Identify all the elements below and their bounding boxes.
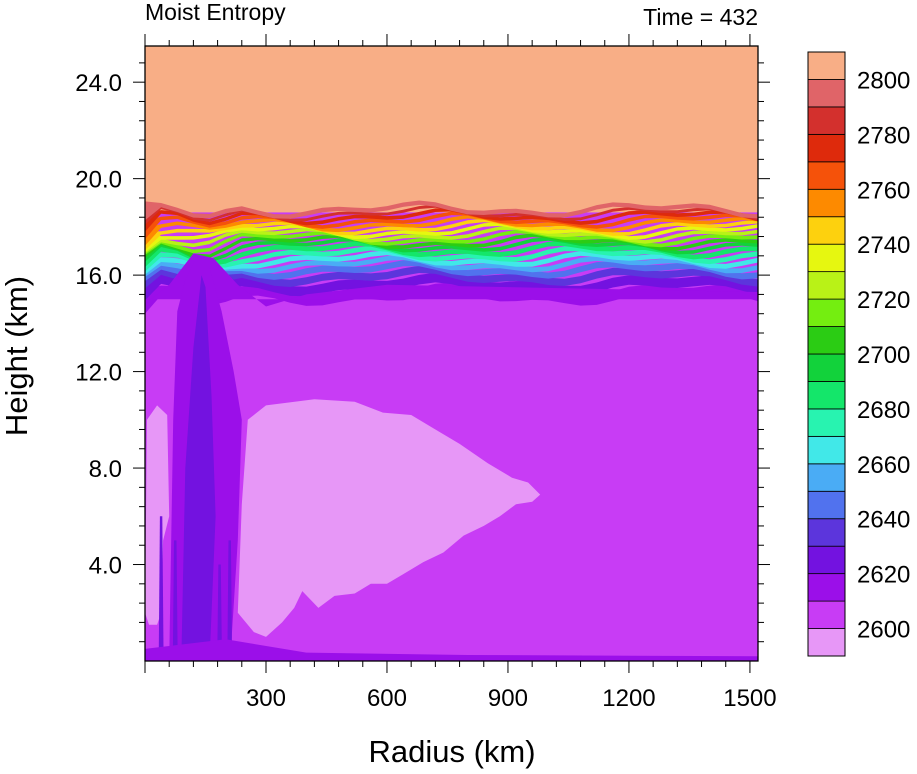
plot-area bbox=[145, 46, 758, 661]
region-band-2670 bbox=[145, 250, 758, 275]
region-streak-0 bbox=[158, 516, 164, 661]
colorbar: 2600 2620 2640 2660 2680 2700 2720 2740 2760 2780… bbox=[807, 51, 910, 657]
y-tick-label: 4.0 bbox=[89, 553, 122, 580]
region-band-2640 bbox=[145, 265, 758, 289]
region-band-2730 bbox=[145, 226, 758, 254]
x-axis-title: Radius (km) bbox=[368, 734, 535, 769]
colorbar-label: 2600 bbox=[857, 617, 910, 644]
region-eyewall-core bbox=[181, 275, 216, 661]
colorbar-label: 2700 bbox=[857, 342, 910, 369]
colorbar-swatch bbox=[807, 106, 846, 135]
colorbar-swatch bbox=[807, 51, 846, 80]
y-axis: 4.0 8.0 12.0 16.0 20.0 24.0 bbox=[75, 62, 770, 643]
colorbar-swatch bbox=[807, 518, 846, 547]
x-tick-label: 1200 bbox=[602, 685, 655, 712]
colorbar-swatch bbox=[807, 600, 846, 629]
colorbar-swatch bbox=[807, 216, 846, 245]
colorbar-swatch bbox=[807, 435, 846, 465]
colorbar-swatch bbox=[807, 628, 846, 657]
colorbar-swatch bbox=[807, 79, 846, 108]
y-tick-label: 24.0 bbox=[75, 70, 122, 97]
x-tick-label: 600 bbox=[367, 685, 407, 712]
colorbar-label: 2680 bbox=[857, 397, 910, 424]
region-upper-layer bbox=[145, 46, 758, 213]
colorbar-swatch bbox=[807, 188, 846, 218]
region-band-2790 bbox=[145, 204, 758, 225]
region-core-bulge bbox=[145, 253, 758, 307]
colorbar-swatch bbox=[807, 271, 846, 300]
y-tick-label: 12.0 bbox=[75, 360, 122, 387]
region-streak-2 bbox=[217, 564, 222, 661]
chart-subtitle: Time = 432 bbox=[643, 4, 758, 30]
y-tick-label: 20.0 bbox=[75, 167, 122, 194]
colorbar-label: 2660 bbox=[857, 452, 910, 479]
colorbar-swatch bbox=[807, 408, 846, 437]
colorbar-label: 2760 bbox=[857, 177, 910, 204]
colorbar-swatch bbox=[807, 133, 846, 163]
region-band-2750 bbox=[145, 218, 758, 250]
colorbar-swatch bbox=[807, 243, 846, 273]
colorbar-swatch bbox=[807, 573, 846, 602]
colorbar-label: 2620 bbox=[857, 562, 910, 589]
colorbar-frame bbox=[807, 51, 846, 657]
region-band-2700 bbox=[145, 237, 758, 263]
colorbar-swatch bbox=[807, 381, 846, 410]
region-band-2690 bbox=[145, 241, 758, 268]
region-band-2800 bbox=[145, 200, 758, 221]
chart-title: Moist Entropy bbox=[145, 0, 286, 25]
region-band-2680 bbox=[145, 245, 758, 272]
colorbar-swatch bbox=[807, 545, 846, 575]
colorbar-swatch bbox=[807, 326, 846, 355]
region-band-2740 bbox=[145, 222, 758, 253]
x-tick-label: 1500 bbox=[723, 685, 776, 712]
region-band-2660 bbox=[145, 255, 758, 277]
x-tick-label: 900 bbox=[488, 685, 528, 712]
region-streak-3 bbox=[227, 540, 233, 661]
colorbar-label: 2800 bbox=[857, 67, 910, 94]
region-band-2710 bbox=[145, 233, 758, 259]
colorbar-swatch bbox=[807, 463, 846, 492]
y-axis-title: Height (km) bbox=[0, 276, 34, 436]
region-low-entropy-pool bbox=[237, 399, 541, 637]
x-tick-label: 300 bbox=[246, 685, 286, 712]
y-tick-label: 16.0 bbox=[75, 263, 122, 290]
colorbar-label: 2640 bbox=[857, 507, 910, 534]
x-axis: 300 600 900 1200 1500 bbox=[144, 34, 777, 712]
colorbar-label: 2780 bbox=[857, 122, 910, 149]
colorbar-swatch bbox=[807, 490, 846, 520]
colorbar-label: 2720 bbox=[857, 287, 910, 314]
region-streak-1 bbox=[172, 540, 178, 661]
colorbar-swatch bbox=[807, 161, 846, 190]
colorbar-swatch bbox=[807, 353, 846, 382]
plot-frame bbox=[144, 45, 759, 662]
region-core-column bbox=[145, 405, 170, 625]
region-surface-layer bbox=[145, 639, 758, 661]
colorbar-swatch bbox=[807, 298, 846, 327]
colorbar-label: 2740 bbox=[857, 232, 910, 259]
region-band-2630 bbox=[145, 272, 758, 301]
region-band-2650 bbox=[145, 260, 758, 282]
y-tick-label: 8.0 bbox=[89, 456, 122, 483]
